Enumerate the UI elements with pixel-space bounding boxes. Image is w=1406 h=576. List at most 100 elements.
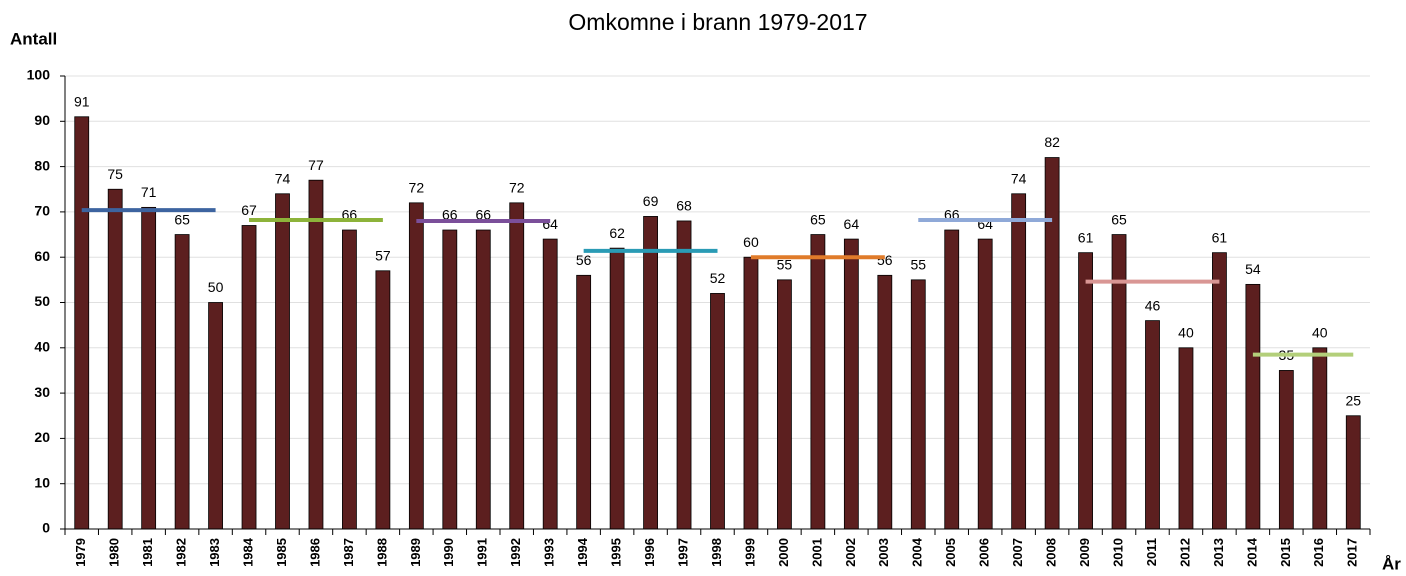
data-label: 65 [1111,211,1127,227]
x-tick-label: 1979 [73,538,88,567]
x-tick-label: 1992 [508,538,523,567]
x-tick-label: 1999 [742,538,757,567]
x-tick-label: 1996 [642,538,657,567]
x-tick-label: 1993 [542,538,557,567]
bar [208,302,223,530]
bar [509,202,525,530]
x-tick-label: 2004 [910,537,925,567]
data-label: 64 [844,216,860,232]
y-tick-label: 0 [42,520,50,536]
x-tick-label: 2005 [943,538,958,567]
bar [1011,193,1027,530]
x-tick-label: 2000 [776,538,791,567]
x-tick-label: 1991 [475,538,490,567]
data-label: 72 [509,180,525,196]
x-tick-label: 1989 [408,538,423,567]
x-tick-label: 1980 [107,538,122,567]
x-tick-label: 1984 [240,537,255,567]
x-tick-label: 2009 [1077,538,1092,567]
bar [843,238,859,530]
data-label: 66 [475,207,491,223]
bar [1145,320,1160,530]
data-label: 56 [877,252,893,268]
data-label: 46 [1145,297,1161,313]
bar [174,234,190,530]
bar [643,216,658,530]
bar [275,193,290,530]
bar [710,293,725,530]
bar [777,279,792,530]
data-label: 60 [743,234,759,250]
data-label: 91 [74,93,90,109]
bar [308,179,324,530]
y-tick-label: 100 [27,67,51,83]
bar [542,238,558,530]
x-axis-label: År [1382,554,1401,573]
data-label: 56 [576,252,592,268]
x-tick-label: 2017 [1345,538,1360,567]
x-tick-label: 2002 [843,538,858,567]
x-tick-label: 1985 [274,538,289,567]
data-label: 75 [107,166,123,182]
y-tick-label: 10 [34,474,50,490]
bar [977,238,993,530]
x-tick-label: 1987 [341,538,356,567]
x-tick-label: 2008 [1044,538,1059,567]
bar [1044,157,1060,530]
bar [1245,283,1261,530]
data-label: 62 [609,225,625,241]
y-tick-label: 20 [34,429,50,445]
data-label: 25 [1345,392,1361,408]
x-tick-label: 2011 [1144,538,1159,566]
data-label: 82 [1044,134,1060,150]
x-tick-label: 2001 [809,538,824,567]
x-tick-label: 1988 [374,538,389,567]
data-label: 61 [1212,229,1228,245]
bar [442,229,458,530]
x-tick-label: 2006 [977,538,992,567]
y-tick-label: 80 [34,157,50,173]
x-tick-label: 2013 [1211,538,1226,567]
y-tick-label: 50 [34,293,50,309]
x-tick-label: 2015 [1278,538,1293,567]
bar [1111,234,1127,530]
data-label: 57 [375,247,391,263]
bar [342,229,357,530]
y-tick-label: 40 [34,339,50,355]
bar [74,116,90,530]
x-tick-label: 2007 [1010,538,1025,567]
x-tick-label: 2010 [1110,538,1125,567]
data-label: 55 [910,257,926,273]
data-label: 74 [1011,170,1027,186]
bar [609,247,625,530]
data-label: 40 [1312,325,1328,341]
bar [475,229,491,530]
bar [910,279,926,530]
x-tick-label: 2012 [1177,538,1192,567]
data-label: 54 [1245,261,1261,277]
bar [1212,252,1227,530]
bar [743,256,759,530]
bar [1345,415,1361,530]
bar [241,225,257,530]
data-label: 61 [1078,229,1094,245]
x-tick-label: 1995 [609,538,624,567]
x-tick-label: 1994 [575,537,590,567]
bar [1078,252,1093,530]
x-tick-label: 2016 [1311,538,1326,567]
data-label: 77 [308,157,324,173]
x-tick-label: 1983 [207,538,222,567]
bar [576,274,592,530]
bar [676,220,692,530]
data-label: 65 [174,211,190,227]
x-tick-label: 1998 [709,538,724,567]
x-tick-label: 1982 [174,538,189,567]
bar [1178,347,1194,530]
data-label: 66 [442,207,458,223]
bar [877,274,893,530]
data-label: 64 [542,216,558,232]
y-axis-label: Antall [10,29,57,48]
y-tick-label: 70 [34,203,50,219]
bar [375,270,391,530]
